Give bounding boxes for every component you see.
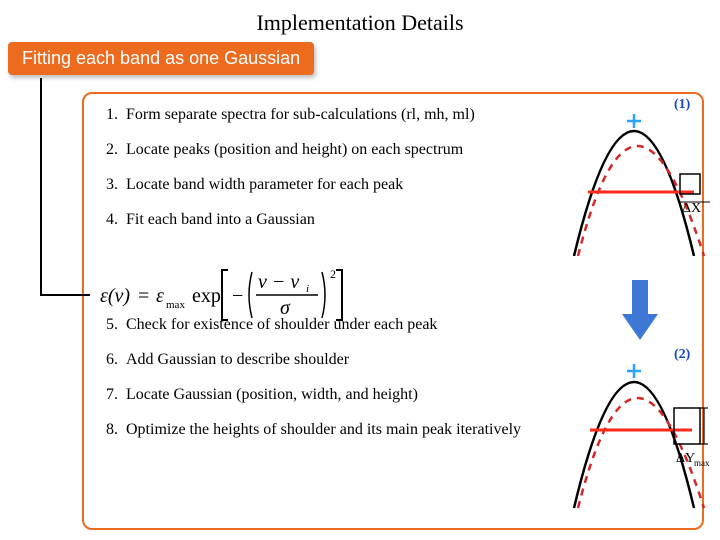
diagram-bottom-dy-sub: max (694, 458, 710, 468)
formula-max: max (166, 299, 185, 311)
section-banner: Fitting each band as one Gaussian (8, 42, 314, 75)
formula-num: ν − ν (258, 271, 299, 293)
formula-eps: ε (156, 285, 164, 307)
formula-num-sub: i (306, 283, 309, 295)
formula-pow: 2 (330, 267, 336, 281)
formula-rparen (322, 272, 325, 318)
step-number: 7. (98, 386, 118, 404)
diagram-top-badge: (1) (674, 97, 691, 112)
diagram-top-dy: ΔX (682, 201, 701, 216)
formula-exp: exp (192, 285, 221, 307)
step-text: Form separate spectra for sub-calculatio… (126, 106, 475, 123)
formula-eq: = (138, 285, 149, 307)
diagram-bottom-box (674, 408, 700, 444)
step-text: Locate peaks (position and height) on ea… (126, 141, 463, 158)
page-title: Implementation Details (0, 0, 720, 42)
step-text: Locate Gaussian (position, width, and he… (126, 386, 418, 403)
diagram-top-svg: (1) ΔX (564, 96, 714, 256)
diagram-bottom: (2) ΔY max (564, 346, 714, 515)
formula-minus: − (232, 285, 243, 307)
formula-lparen (249, 272, 252, 318)
formula-lhs: ε(ν) (100, 285, 130, 307)
connector-horizontal (40, 294, 90, 296)
step-text: Locate band width parameter for each pea… (126, 176, 403, 193)
step-number: 3. (98, 176, 118, 194)
arrow-down-shape (622, 280, 658, 340)
formula-den: σ (280, 297, 291, 319)
formula-left-bracket (222, 270, 228, 320)
step-text: Fit each band into a Gaussian (126, 211, 315, 228)
diagram-bottom-svg: (2) ΔY max (564, 346, 714, 510)
diagram-bottom-cross-icon (627, 364, 641, 378)
formula-svg: ε(ν) = ε max exp − ν − ν i σ 2 (100, 262, 360, 328)
step-text: Add Gaussian to describe shoulder (126, 351, 349, 368)
diagram-bottom-solid (574, 382, 694, 508)
step-number: 6. (98, 351, 118, 369)
step-number: 1. (98, 106, 118, 124)
arrow-down-icon (620, 278, 660, 347)
step-text: Optimize the heights of shoulder and its… (126, 421, 521, 438)
gaussian-formula: ε(ν) = ε max exp − ν − ν i σ 2 (100, 262, 360, 333)
connector-vertical (40, 78, 42, 296)
diagram-bottom-dy: ΔY (676, 451, 695, 466)
formula-right-bracket (336, 270, 342, 320)
diagram-bottom-badge: (2) (674, 347, 691, 362)
diagram-top-cross-icon (627, 114, 641, 128)
diagram-top: (1) ΔX (564, 96, 714, 261)
step-number: 2. (98, 141, 118, 159)
step-number: 8. (98, 421, 118, 439)
step-number: 4. (98, 211, 118, 229)
